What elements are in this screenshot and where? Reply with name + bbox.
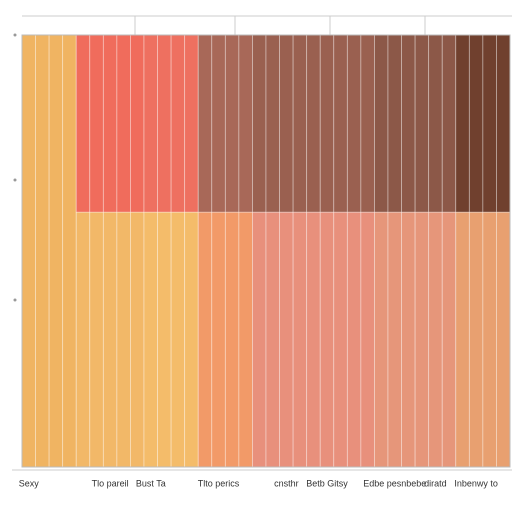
bar-segment (184, 211, 199, 468)
bar-segment (238, 211, 253, 468)
bar-segment (211, 34, 226, 213)
bar-segment (252, 34, 267, 213)
bar-segment (116, 211, 131, 468)
bar-segment (441, 34, 457, 213)
bar-segment (265, 34, 280, 213)
plot-frame (21, 34, 511, 468)
bar-segment (75, 211, 91, 468)
bar-segment (319, 211, 335, 468)
bar-segment (346, 211, 362, 468)
bar-segment (333, 34, 348, 213)
bar-segment (333, 211, 348, 468)
bar-segment (157, 211, 172, 468)
bar-segment (170, 211, 186, 468)
x-tick-label: Betb Gitsy (306, 478, 348, 488)
left-axis-dots (13, 33, 17, 302)
bar-segment (102, 34, 118, 213)
header-row (12, 15, 512, 471)
x-tick-label: cnsthr (274, 478, 299, 488)
bar-segment (197, 211, 213, 468)
bar-segment (224, 211, 240, 468)
x-tick-label: Sexy (19, 478, 40, 488)
bar-segment (387, 211, 402, 468)
bar-segment (130, 34, 145, 213)
bar-segment (130, 211, 145, 468)
x-tick-label: diratd (424, 478, 447, 488)
bar-segment (35, 34, 50, 468)
bar-segment (21, 34, 36, 468)
bar-segment (184, 34, 199, 213)
x-tick-label: Inbenwy to (454, 478, 498, 488)
bar-segment (279, 34, 294, 213)
bar-segment (170, 34, 186, 213)
bar-segment (62, 34, 77, 468)
bar-segment (455, 211, 470, 468)
bar-segment (346, 34, 362, 213)
bar-segment (496, 34, 511, 213)
bar-segment (143, 34, 158, 213)
bar-segment (89, 211, 104, 468)
x-tick-label: Bust Ta (136, 478, 166, 488)
bar-segment (238, 34, 253, 213)
bar-segment (455, 34, 470, 213)
bar-segment (102, 211, 118, 468)
bar-segment (143, 211, 158, 468)
bar-segment (374, 211, 389, 468)
bar-segment (360, 211, 375, 468)
x-tick-label: Tlto perics (198, 478, 240, 488)
bar-segment (75, 34, 91, 213)
bar-segment (279, 211, 294, 468)
bar-segment (374, 34, 389, 213)
bar-segment (428, 34, 443, 213)
bar-segment (319, 34, 335, 213)
bar-segment (211, 211, 226, 468)
bar-segment (157, 34, 172, 213)
bar-segment (252, 211, 267, 468)
bar-segment (482, 34, 497, 213)
bar-segment (401, 211, 416, 468)
bar-segment (414, 211, 430, 468)
bar-segment (441, 211, 457, 468)
bar-segment (224, 34, 240, 213)
x-tick-label: Edbe pesnbebe (363, 478, 426, 488)
bar-segment (496, 211, 511, 468)
bar-segment (89, 34, 104, 213)
bar-segment (428, 211, 443, 468)
bar-segment (197, 34, 213, 213)
bar-segment (387, 34, 402, 213)
bar-segment (116, 34, 131, 213)
bar-segment (292, 34, 308, 213)
bar-segment (306, 211, 321, 468)
bar-segment (468, 34, 484, 213)
bar-segment (265, 211, 280, 468)
bar-segment (482, 211, 497, 468)
x-tick-label: Tlo pareil (92, 478, 129, 488)
bar-segment (360, 34, 375, 213)
bar-segment (48, 34, 64, 468)
bar-segment (414, 34, 430, 213)
bar-segment (306, 34, 321, 213)
bar-segment (468, 211, 484, 468)
bar-segment (401, 34, 416, 213)
bar-segment (292, 211, 308, 468)
